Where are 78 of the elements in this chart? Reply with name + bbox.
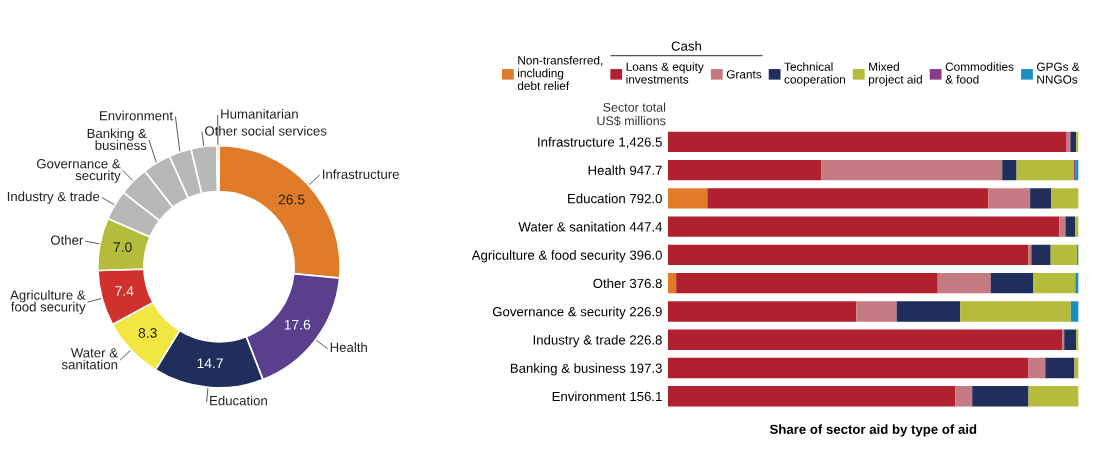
y-tick-label: Infrastructure 1,426.5 — [538, 137, 662, 149]
bar — [1075, 273, 1079, 294]
bar — [1033, 273, 1076, 294]
y-tick-label: Industry & trade 226.8 — [533, 334, 662, 348]
bar — [960, 301, 1071, 322]
slice-label: Other — [50, 235, 84, 245]
bar — [1016, 159, 1075, 181]
slice-label: Education — [210, 395, 267, 406]
bar — [1059, 216, 1066, 237]
bar — [667, 159, 822, 181]
bar — [667, 188, 708, 209]
slice-label: Environment — [100, 110, 173, 121]
bar — [1050, 244, 1077, 266]
y-tick-label: Education 792.0 — [568, 193, 662, 204]
bar — [1064, 329, 1077, 350]
legend-label: Technical cooperation — [784, 62, 846, 86]
bar — [667, 329, 1063, 350]
bar — [667, 301, 857, 322]
legend-label: Non-transferred, including debt relief — [517, 55, 603, 90]
bar — [1074, 357, 1079, 379]
data-label: 26.5 — [278, 194, 305, 205]
data-label: 17.6 — [284, 319, 311, 330]
slice-label: Industry & trade — [7, 191, 100, 204]
bar — [937, 273, 991, 294]
y-tick-label: Other 376.8 — [593, 278, 662, 289]
slice-label: Water & sanitation — [61, 348, 118, 370]
bar — [1031, 244, 1051, 266]
bar — [676, 273, 938, 294]
y-tick-label: Agriculture & food security 396.0 — [471, 250, 662, 263]
legend-label: Commodities & food — [945, 62, 1014, 84]
y-tick-label: Governance & security 226.9 — [492, 306, 662, 319]
text: Sector total US$ millions — [597, 102, 666, 126]
bar — [990, 273, 1034, 294]
bar — [1075, 216, 1079, 237]
bar — [667, 131, 1067, 152]
legend-label: Mixed project aid — [868, 62, 922, 86]
slice-label: Humanitarian — [221, 108, 298, 119]
data-label: 8.3 — [138, 327, 157, 338]
text: Cash — [671, 41, 702, 51]
bar — [1070, 131, 1077, 152]
legend-label: Grants — [726, 70, 762, 79]
bar — [988, 188, 1031, 209]
data-label: 7.0 — [113, 242, 132, 253]
y-tick-label: Environment 156.1 — [552, 391, 662, 402]
slice-label: Infrastructure — [322, 169, 399, 179]
slice-label: Agriculture & food security — [10, 290, 86, 315]
y-tick-label: Banking & business 197.3 — [510, 363, 662, 376]
bar — [667, 244, 1029, 266]
bar — [667, 386, 956, 407]
legend-label: Loans & equity investments — [626, 62, 704, 84]
bar — [667, 216, 1060, 237]
bar — [1028, 357, 1046, 379]
y-tick-label: Health 947.7 — [588, 165, 662, 175]
slice-label: Governance & security — [36, 159, 121, 183]
bar — [667, 273, 677, 294]
bar — [856, 301, 897, 322]
slice-label: Banking & business — [87, 128, 147, 150]
bar — [1030, 188, 1052, 209]
data-label: 14.7 — [197, 358, 223, 368]
bar — [1070, 301, 1079, 322]
bar — [1028, 244, 1032, 266]
legend-label: GPGs & NNGOs — [1037, 62, 1080, 84]
bar — [821, 159, 1003, 181]
bar — [972, 386, 1029, 407]
y-tick-label: Water & sanitation 447.4 — [518, 221, 663, 232]
slice-label: Other social services — [205, 125, 327, 136]
x-axis-title: Share of sector aid by type of aid — [769, 424, 977, 437]
bar — [1028, 386, 1079, 407]
bar — [1065, 216, 1076, 237]
bar — [1051, 188, 1079, 209]
bar — [1002, 159, 1017, 181]
bar — [896, 301, 961, 322]
data-label: 7.4 — [115, 286, 134, 296]
bar — [1045, 357, 1075, 379]
bar — [707, 188, 989, 209]
slice-label: Health — [330, 342, 367, 353]
bar — [667, 357, 1029, 379]
bar — [955, 386, 973, 407]
